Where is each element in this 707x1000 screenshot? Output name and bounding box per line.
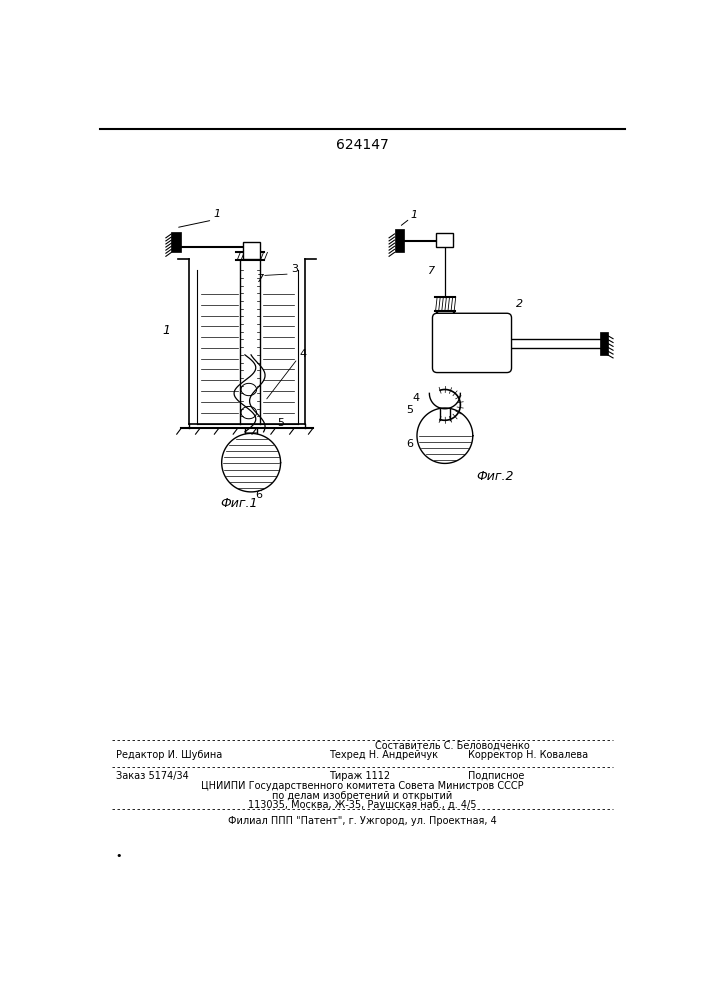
Bar	[395, 229, 404, 252]
Bar	[243, 242, 259, 259]
Bar	[171, 232, 180, 252]
FancyBboxPatch shape	[433, 313, 512, 373]
Text: по делам изобретений и открытий: по делам изобретений и открытий	[271, 791, 452, 801]
Text: 1: 1	[162, 324, 170, 337]
Text: Фиг.1: Фиг.1	[221, 497, 258, 510]
Text: 624147: 624147	[336, 138, 388, 152]
Text: Подписное: Подписное	[468, 771, 525, 781]
Bar	[436, 233, 453, 247]
Text: Составитель С. Беловодченко: Составитель С. Беловодченко	[375, 740, 530, 750]
Text: 2: 2	[516, 299, 523, 309]
Text: 6: 6	[406, 439, 413, 449]
Text: 1: 1	[411, 210, 418, 220]
Bar	[600, 332, 607, 355]
Text: 4: 4	[412, 393, 419, 403]
Text: 5: 5	[276, 418, 284, 428]
Text: •: •	[115, 851, 122, 861]
Text: Тираж 1112: Тираж 1112	[329, 771, 390, 781]
Text: Заказ 5174/34: Заказ 5174/34	[115, 771, 188, 781]
Text: 6: 6	[255, 490, 262, 500]
Text: 1: 1	[214, 209, 221, 219]
Text: 4: 4	[299, 349, 306, 359]
Text: ЦНИИПИ Государственного комитета Совета Министров СССР: ЦНИИПИ Государственного комитета Совета …	[201, 781, 523, 791]
Text: Фиг.2: Фиг.2	[477, 470, 514, 483]
Text: Филиал ППП "Патент", г. Ужгород, ул. Проектная, 4: Филиал ППП "Патент", г. Ужгород, ул. Про…	[228, 816, 496, 826]
Text: 3: 3	[291, 264, 298, 274]
Text: Техред Н. Андрейчук: Техред Н. Андрейчук	[329, 750, 438, 760]
Text: Корректор Н. Ковалева: Корректор Н. Ковалева	[468, 750, 588, 760]
Text: Редактор И. Шубина: Редактор И. Шубина	[115, 750, 222, 760]
Text: 7: 7	[257, 274, 264, 284]
Text: 5: 5	[406, 405, 413, 415]
Text: 113035, Москва, Ж-35, Раушская наб., д. 4/5: 113035, Москва, Ж-35, Раушская наб., д. …	[247, 800, 477, 810]
Text: 7: 7	[428, 266, 435, 276]
